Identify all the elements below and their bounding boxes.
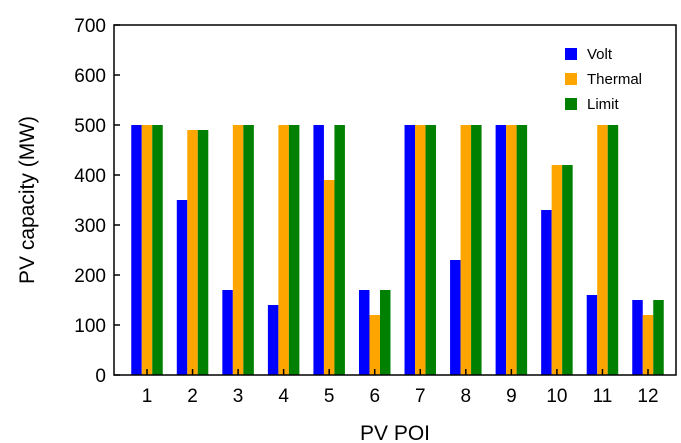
- x-tick-label: 2: [187, 386, 198, 407]
- bar-thermal-10: [551, 165, 563, 375]
- bar-volt-6: [358, 290, 370, 375]
- y-tick-label: 100: [74, 316, 106, 337]
- x-tick-label: 3: [233, 386, 244, 407]
- y-axis-label: PV capacity (MW): [16, 116, 39, 284]
- bar-thermal-4: [278, 125, 289, 375]
- y-tick-label: 600: [74, 66, 106, 87]
- legend-label-limit: Limit: [587, 96, 620, 113]
- bar-limit-8: [471, 125, 482, 375]
- bar-thermal-11: [597, 125, 608, 375]
- legend-label-volt: Volt: [587, 46, 613, 63]
- y-axis-ticks: 0 100 200 300 400 500 600 700: [74, 16, 120, 387]
- legend-swatch-volt: [565, 48, 577, 60]
- x-tick-label: 10: [546, 386, 567, 407]
- bar-limit-3: [243, 125, 254, 375]
- bar-volt-4: [267, 305, 279, 375]
- bar-thermal-2: [187, 130, 198, 375]
- bar-limit-7: [425, 125, 437, 375]
- bar-thermal-9: [506, 125, 517, 375]
- bar-limit-6: [379, 290, 391, 375]
- bar-thermal-6: [369, 315, 380, 375]
- bar-volt-11: [586, 295, 598, 375]
- y-tick-label: 200: [74, 266, 106, 287]
- bar-thermal-8: [460, 125, 472, 375]
- bar-volt-9: [495, 125, 507, 375]
- legend-label-thermal: Thermal: [587, 71, 642, 88]
- bar-limit-5: [334, 125, 345, 375]
- bar-thermal-3: [232, 125, 244, 375]
- x-tick-label: 6: [369, 386, 380, 407]
- x-tick-label: 8: [461, 386, 472, 407]
- bar-limit-9: [516, 125, 528, 375]
- x-axis-label: PV POI: [360, 422, 430, 443]
- bar-limit-10: [562, 165, 573, 375]
- bar-volt-2: [176, 200, 188, 375]
- x-tick-label: 1: [142, 386, 153, 407]
- y-tick-label: 0: [95, 366, 106, 387]
- bar-volt-1: [131, 125, 142, 375]
- plot-frame: [113, 24, 677, 376]
- y-tick-label: 500: [74, 116, 106, 137]
- x-tick-label: 7: [415, 386, 426, 407]
- bar-volt-3: [222, 290, 233, 375]
- x-axis-ticks: 1 2 3 4 5 6 7 8 9 10 11 12: [142, 369, 659, 407]
- y-tick-label: 300: [74, 216, 106, 237]
- bar-thermal-12: [642, 315, 654, 375]
- bar-volt-8: [450, 260, 461, 375]
- x-tick-label: 9: [506, 386, 517, 407]
- y-tick-label: 400: [74, 166, 106, 187]
- bar-limit-1: [152, 125, 163, 375]
- bar-limit-4: [288, 125, 300, 375]
- bar-volt-12: [632, 300, 643, 375]
- bar-thermal-1: [141, 125, 153, 375]
- legend: Volt Thermal Limit: [565, 46, 642, 113]
- bar-limit-2: [197, 130, 209, 375]
- bars-layer: [131, 125, 664, 375]
- bar-thermal-7: [415, 125, 426, 375]
- x-tick-label: 4: [278, 386, 289, 407]
- bar-volt-5: [313, 125, 324, 375]
- x-tick-label: 12: [637, 386, 658, 407]
- bar-thermal-5: [323, 180, 335, 375]
- legend-swatch-limit: [565, 98, 577, 110]
- bar-limit-12: [653, 300, 664, 375]
- bar-limit-11: [607, 125, 619, 375]
- bar-volt-7: [404, 125, 416, 375]
- legend-swatch-thermal: [565, 73, 577, 85]
- x-tick-label: 11: [593, 386, 613, 407]
- bar-volt-10: [541, 210, 552, 375]
- x-tick-label: 5: [324, 386, 335, 407]
- y-tick-label: 700: [74, 16, 106, 37]
